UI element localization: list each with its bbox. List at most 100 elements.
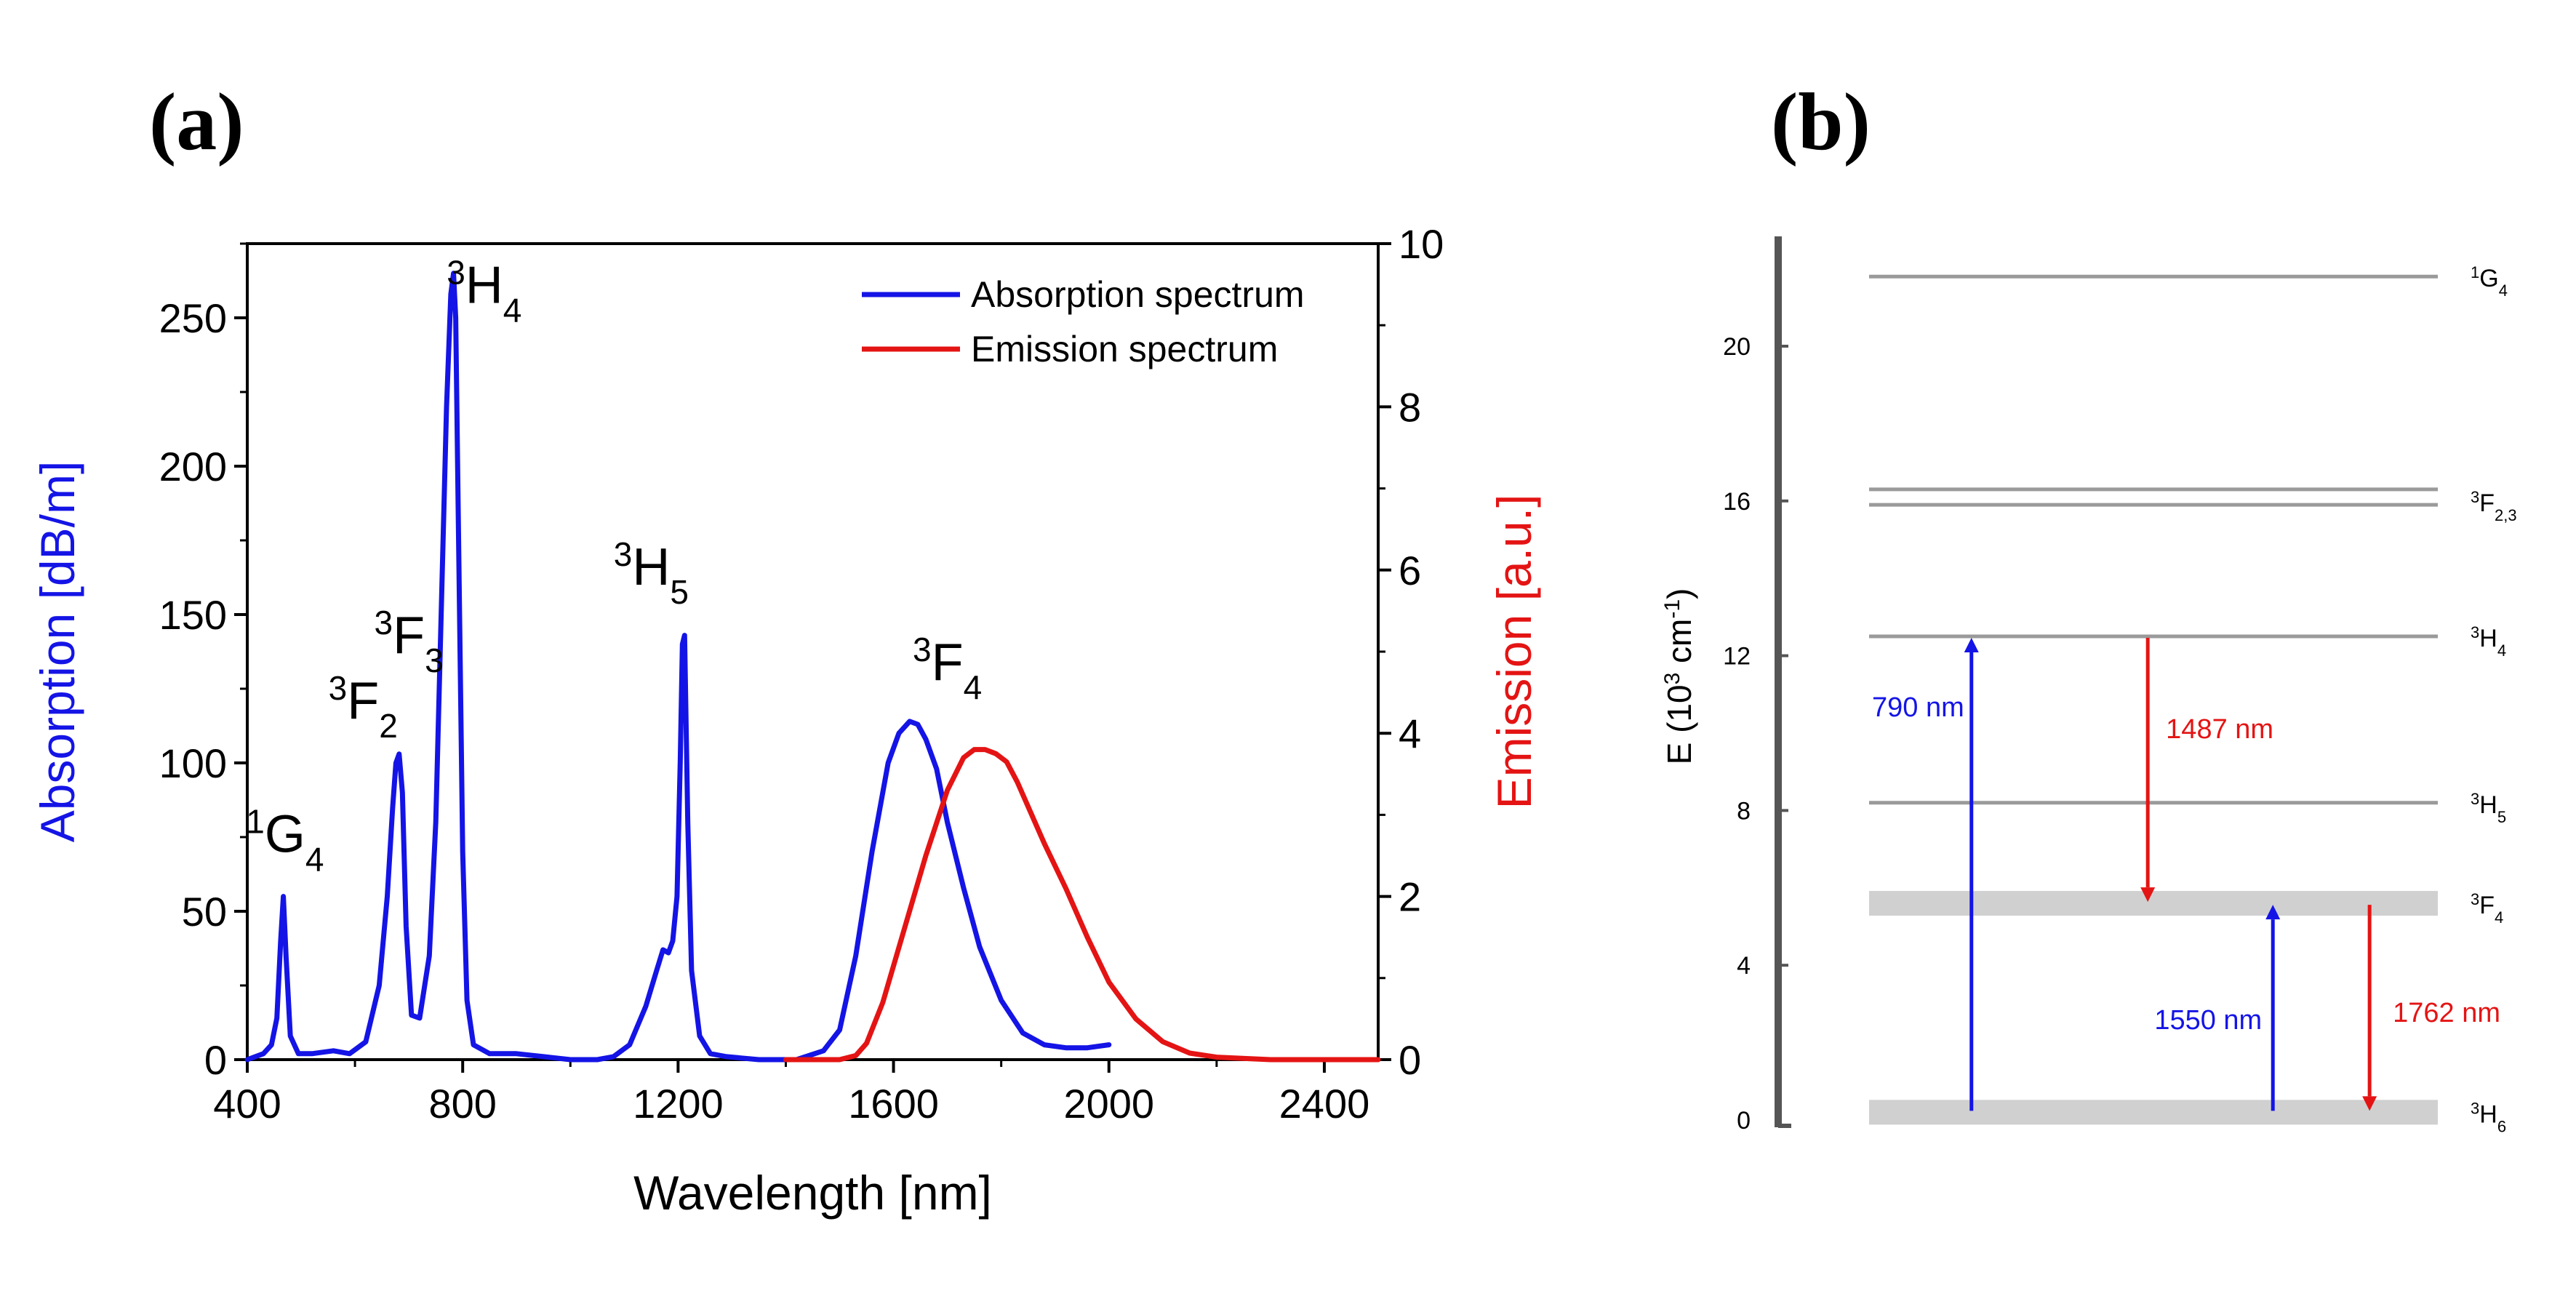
y-tick-label: 250	[159, 295, 227, 341]
energy-tick-label: 4	[1737, 952, 1751, 980]
emission-line	[783, 747, 1381, 1063]
level-label-subscript: 4	[2499, 281, 2508, 300]
y-tick-label: 0	[204, 1037, 227, 1083]
series-group	[244, 271, 1381, 1063]
peak-label-subscript: 4	[503, 292, 522, 329]
peak-label-superscript: 3	[913, 631, 932, 668]
peak-label: 3F2	[329, 669, 398, 745]
y-tick-label: 50	[182, 889, 227, 935]
level-label-subscript: 4	[2495, 908, 2503, 927]
peak-label-superscript: 1	[246, 802, 265, 840]
y-axis-title-right: Emission [a.u.]	[1487, 495, 1541, 809]
panel-b-label: (b)	[1771, 77, 1871, 167]
energy-axis: 0 4 8 12 16 20	[1723, 236, 1791, 1135]
y-right-tick-label: 0	[1399, 1037, 1421, 1083]
level-label-superscript: 3	[2471, 789, 2479, 807]
transition-label: 1762 nm	[2393, 998, 2500, 1028]
panel-a-label: (a)	[149, 77, 244, 167]
absorption-line	[244, 271, 1112, 1063]
peak-label: 1G4	[246, 802, 324, 878]
y-right-tick-label: 10	[1399, 221, 1444, 267]
x-tick-label: 1200	[633, 1081, 724, 1127]
energy-level-label: 3F2,3	[2471, 487, 2517, 524]
level-label-superscript: 3	[2471, 623, 2479, 641]
transition-arrow-head	[1964, 638, 1979, 652]
level-label-subscript: 2,3	[2495, 505, 2517, 524]
y-right-tick-label: 6	[1399, 548, 1421, 593]
peak-label-term: F	[393, 607, 425, 665]
level-label-term: G	[2479, 265, 2498, 292]
legend-label-absorption: Absorption spectrum	[971, 274, 1305, 315]
transitions: 790 nm 1487 nm 1550 nm 1762 nm	[1872, 638, 2500, 1111]
peak-label-superscript: 3	[375, 604, 393, 641]
y-right-tick-label: 4	[1399, 711, 1421, 756]
y-right-tick-label: 8	[1399, 384, 1421, 430]
peak-label-term: H	[465, 257, 503, 315]
energy-level-label: 3H5	[2471, 789, 2506, 825]
legend: Absorption spectrum Emission spectrum	[862, 274, 1305, 369]
peak-label-term: G	[265, 805, 305, 863]
transition-arrow-head	[2362, 1096, 2377, 1111]
transition-label: 790 nm	[1872, 692, 1964, 723]
transition-arrow-head	[2140, 887, 2156, 903]
transition-arrow-head	[2265, 905, 2281, 920]
peak-label-subscript: 2	[379, 707, 398, 745]
energy-tick-label: 12	[1723, 643, 1751, 671]
level-label-superscript: 3	[2471, 1099, 2479, 1117]
axis-ticks: 400 800 1200 1600 2000 2400 0 50 100 150 200 250 0 2 4…	[159, 221, 1444, 1127]
peak-label-superscript: 3	[329, 669, 348, 707]
peak-label-term: H	[632, 538, 670, 596]
energy-tick-label: 16	[1723, 488, 1751, 516]
energy-band	[1869, 891, 2438, 916]
x-axis-title: Wavelength [nm]	[633, 1166, 992, 1220]
peak-label-superscript: 3	[614, 535, 633, 573]
peak-label-subscript: 5	[670, 573, 689, 611]
energy-band	[1869, 1100, 2438, 1125]
y-tick-label: 150	[159, 592, 227, 638]
peak-label-subscript: 4	[964, 668, 983, 706]
peak-label: 3H5	[614, 535, 689, 611]
absorption-emission-chart: 400 800 1200 1600 2000 2400 0 50 100 150 200 250 0 2 4…	[31, 221, 1541, 1220]
level-label-subscript: 6	[2497, 1117, 2506, 1135]
level-label-term: F	[2479, 892, 2495, 919]
level-label-term: H	[2479, 625, 2497, 652]
y-tick-label: 100	[159, 740, 227, 786]
y-axis-title-left: Absorption [dB/m]	[31, 461, 84, 843]
peak-label-subscript: 3	[425, 641, 444, 679]
level-label-superscript: 1	[2471, 263, 2479, 281]
level-label-term: H	[2479, 791, 2497, 819]
level-label-term: F	[2479, 489, 2495, 517]
energy-level-label: 1G4	[2471, 263, 2508, 300]
x-tick-label: 2400	[1279, 1081, 1370, 1127]
transition-label: 1550 nm	[2154, 1005, 2262, 1036]
peak-label-subscript: 4	[305, 840, 324, 878]
level-label-superscript: 3	[2471, 890, 2479, 908]
y-right-tick-label: 2	[1399, 874, 1421, 920]
energy-tick-label: 20	[1723, 333, 1751, 361]
peak-label-superscript: 3	[447, 254, 465, 292]
level-label-superscript: 3	[2471, 487, 2479, 505]
peak-label-term: F	[932, 633, 964, 692]
peak-label-term: F	[347, 672, 379, 730]
peak-label: 3H4	[447, 254, 521, 329]
legend-label-emission: Emission spectrum	[971, 329, 1278, 369]
energy-level-label: 3H4	[2471, 623, 2506, 660]
transition-label: 1487 nm	[2166, 714, 2273, 745]
energy-axis-title: E (103 cm-1)	[1660, 588, 1699, 765]
energy-tick-label: 0	[1737, 1107, 1751, 1135]
level-label-subscript: 5	[2497, 807, 2506, 825]
x-tick-label: 1600	[848, 1081, 939, 1127]
x-tick-label: 400	[213, 1081, 281, 1127]
peak-label: 3F3	[375, 604, 444, 679]
energy-level-label: 3H6	[2471, 1099, 2506, 1135]
energy-level-label: 3F4	[2471, 890, 2503, 927]
y-tick-label: 200	[159, 444, 227, 489]
peak-label: 3F4	[913, 631, 982, 706]
x-tick-label: 2000	[1063, 1081, 1154, 1127]
level-label-term: H	[2479, 1100, 2497, 1128]
energy-tick-label: 8	[1737, 797, 1751, 825]
